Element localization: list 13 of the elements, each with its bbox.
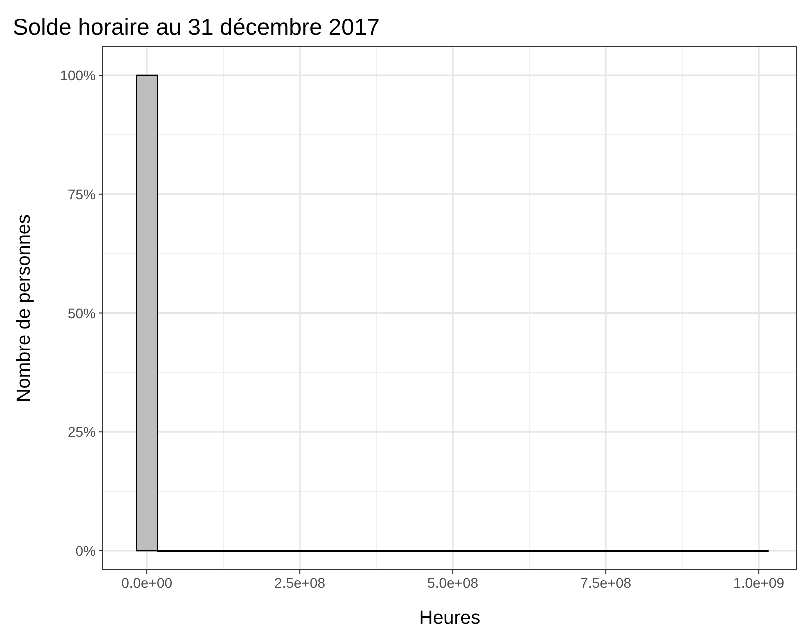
x-tick-label: 0.0e+00 [122,575,173,591]
y-tick-label: 0% [76,542,96,559]
x-tick-label: 5.0e+08 [428,575,479,591]
y-tick-label: 100% [60,68,96,84]
x-axis-title: Heures [419,608,481,629]
y-tick-label: 25% [68,424,96,440]
y-tick-label: 50% [68,305,96,322]
y-tick-label: 75% [68,186,96,202]
y-axis-title: Nombre de personnes [14,214,35,402]
x-tick-label: 1.0e+09 [734,575,785,591]
chart-title: Solde horaire au 31 décembre 2017 [13,14,380,40]
x-tick-label: 2.5e+08 [274,575,326,591]
x-tick-label: 7.5e+08 [580,575,632,591]
